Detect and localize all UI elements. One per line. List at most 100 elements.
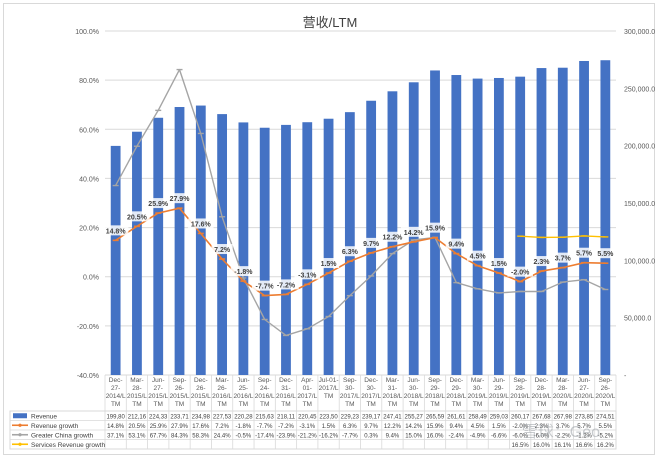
category-axis-label: Mar- <box>471 377 484 384</box>
data-table-cell: 25.9% <box>150 424 168 430</box>
category-axis-label: Jun- <box>578 377 591 384</box>
revenue-bar <box>366 100 377 375</box>
data-table-cell: 6.3% <box>343 424 357 430</box>
category-axis-label: TM <box>515 401 524 408</box>
data-label-background <box>573 247 595 258</box>
category-axis-label: TM <box>196 401 205 408</box>
revenue-growth-data-label: 9.7% <box>363 241 380 248</box>
legend-swatch-marker <box>18 423 22 427</box>
data-label-background <box>445 238 467 249</box>
data-label-background <box>530 256 553 267</box>
data-table-cell: -1.8% <box>236 424 252 430</box>
data-table-cell: -21.2% <box>298 433 318 439</box>
revenue-growth-data-label: -3.1% <box>298 272 317 279</box>
legend-entry: Revenue growth <box>31 423 79 430</box>
data-table-cell: 15.9% <box>427 424 445 430</box>
data-table-cell: 24.4% <box>214 433 232 439</box>
data-table-cell: 260,17 <box>511 414 530 420</box>
category-axis-label: TM <box>175 401 184 408</box>
data-table-cell: 7.2% <box>215 424 229 430</box>
data-label-background <box>166 193 193 204</box>
revenue-bar <box>238 122 249 376</box>
left-axis-tick-label: 20.0% <box>79 226 99 233</box>
data-table-cell: 218,11 <box>277 414 296 420</box>
data-table-cell: 223,50 <box>319 414 338 420</box>
data-table-cell: 37.1% <box>107 433 125 439</box>
category-axis-label: Sep- <box>598 377 612 384</box>
data-table-cell: -3.1% <box>299 424 315 430</box>
revenue-growth-data-label: 4.5% <box>470 254 487 261</box>
revenue-growth-data-label: 5.5% <box>597 251 614 258</box>
category-axis-label: 2016/L <box>255 393 275 400</box>
data-table-cell: 9.7% <box>364 424 378 430</box>
data-table-cell: 227,53 <box>213 414 232 420</box>
revenue-growth-data-label: 20.5% <box>127 214 148 221</box>
data-label-background <box>400 226 427 237</box>
data-table-cell: 1.5% <box>492 424 506 430</box>
data-table-cell: 247,41 <box>383 414 402 420</box>
data-table-cell: 16.5% <box>512 443 530 449</box>
left-axis-tick-label: -20.0% <box>77 324 99 331</box>
data-table-cell: -2.2% <box>555 433 571 439</box>
category-axis-label: 24- <box>260 385 269 392</box>
data-table-cell: 20.5% <box>128 424 146 430</box>
data-table-cell: 9.4% <box>449 424 463 430</box>
category-axis-label: TM <box>579 401 588 408</box>
data-table-cell: 267,68 <box>532 414 551 420</box>
category-axis-label: 29- <box>430 385 439 392</box>
revenue-bar <box>579 60 589 376</box>
category-axis-label: TM <box>303 401 312 408</box>
data-table-cell: -0.5% <box>236 433 252 439</box>
data-table-cell: 4.5% <box>471 424 485 430</box>
data-table-cell: -7.7% <box>257 424 273 430</box>
revenue-growth-data-label: 3.7% <box>555 256 572 263</box>
revenue-bar <box>515 76 526 376</box>
left-axis-tick-label: 100.0% <box>75 29 99 36</box>
category-axis-label: TM <box>537 401 546 408</box>
data-label-background <box>251 280 278 291</box>
revenue-growth-data-label: -7.7% <box>256 284 275 291</box>
data-table-cell: 5.5% <box>599 424 613 430</box>
category-axis-label: 2019/L <box>532 393 552 400</box>
category-axis-label: TM <box>345 401 354 408</box>
category-axis-label: Dec- <box>279 377 293 384</box>
revenue-bar <box>344 112 355 375</box>
category-axis-label: 2018/L <box>382 393 402 400</box>
category-axis-label: 29- <box>494 385 503 392</box>
category-axis-label: Mar- <box>556 377 569 384</box>
category-axis-label: TM <box>111 401 120 408</box>
data-table-cell: 215,63 <box>256 414 275 420</box>
category-axis-label: Jun- <box>407 377 420 384</box>
category-axis-label: 2019/L <box>468 393 488 400</box>
category-axis-label: Jun- <box>493 377 506 384</box>
category-axis-label: Dec- <box>109 377 123 384</box>
category-axis-label: TM <box>409 401 418 408</box>
category-axis-label: Sep- <box>513 377 527 384</box>
data-table-cell: 9.4% <box>386 433 400 439</box>
data-label-background <box>211 244 233 255</box>
revenue-growth-line <box>115 207 606 297</box>
category-axis-label: 2019/L <box>510 393 530 400</box>
data-table-cell: 15.0% <box>405 433 423 439</box>
revenue-bar <box>281 124 291 375</box>
revenue-growth-data-label: 15.9% <box>425 226 446 233</box>
left-axis-tick-label: 60.0% <box>79 127 99 134</box>
category-axis-label: TM <box>494 401 503 408</box>
data-table-cell: 258,49 <box>468 414 487 420</box>
data-label-background <box>467 250 489 261</box>
right-axis-tick-label: 300,000.0 <box>624 29 655 36</box>
category-axis-label: 27- <box>154 385 163 392</box>
data-label-background <box>422 222 448 233</box>
data-table-cell: 199,80 <box>106 414 125 420</box>
category-axis-label: 2016/L <box>276 393 296 400</box>
data-table-cell: -2.4% <box>448 433 464 439</box>
data-label-background <box>552 252 574 263</box>
category-axis-label: 29- <box>452 385 461 392</box>
data-table-cell: 273,85 <box>575 414 594 420</box>
data-table-cell: -23.9% <box>276 433 296 439</box>
category-axis-label: TM <box>388 401 397 408</box>
revenue-growth-data-label: 14.2% <box>404 230 425 237</box>
category-axis-label: Sep- <box>173 377 187 384</box>
revenue-bar <box>195 105 206 375</box>
left-axis-tick-label: -40.0% <box>77 373 99 380</box>
